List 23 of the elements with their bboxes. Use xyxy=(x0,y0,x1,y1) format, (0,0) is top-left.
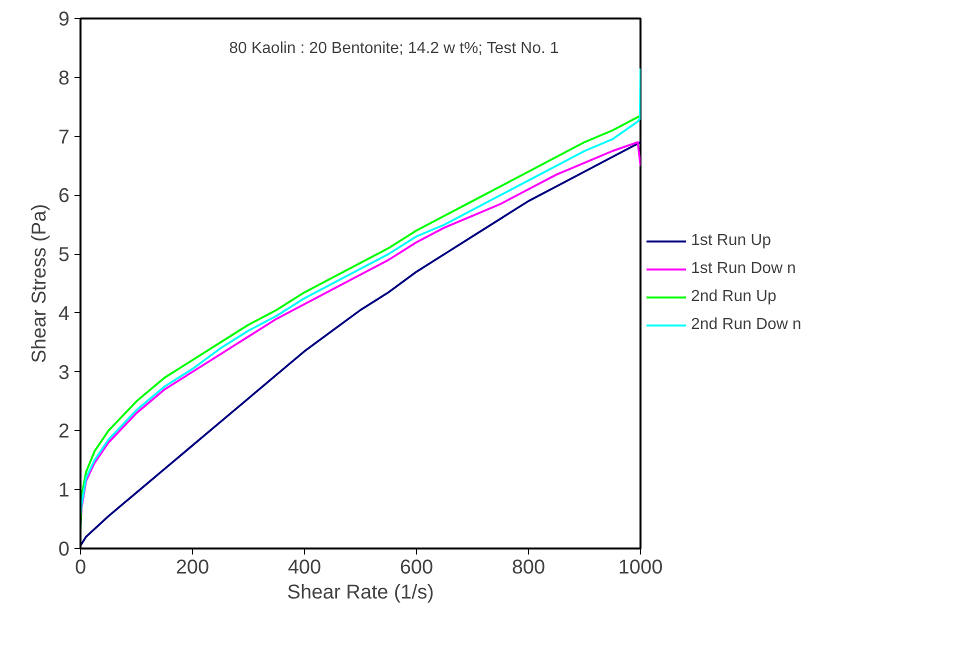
y-tick-label: 3 xyxy=(58,362,70,384)
y-tick-label: 5 xyxy=(58,244,70,266)
y-tick-label: 8 xyxy=(58,67,70,90)
y-tick-label: 9 xyxy=(58,8,70,30)
legend-label: 1st Run Up xyxy=(691,232,772,250)
y-axis-title: Shear Stress (Pa) xyxy=(28,204,50,363)
x-tick-label: 800 xyxy=(512,556,546,578)
y-tick-label: 7 xyxy=(58,126,70,148)
x-tick-label: 0 xyxy=(74,556,86,578)
y-tick-label: 0 xyxy=(58,538,70,560)
x-axis-title: Shear Rate (1/s) xyxy=(287,582,434,604)
y-tick-label: 1 xyxy=(58,480,70,502)
x-tick-label: 600 xyxy=(400,556,434,578)
legend-label: 2nd Run Dow n xyxy=(691,316,802,334)
y-tick-label: 4 xyxy=(58,302,70,325)
legend-label: 1st Run Dow n xyxy=(691,260,796,278)
x-tick-label: 200 xyxy=(176,556,210,578)
annotation: 80 Kaolin : 20 Bentonite; 14.2 w t%; Test No. 1 xyxy=(229,40,559,57)
x-tick-label: 400 xyxy=(288,556,322,578)
x-tick-label: 1000 xyxy=(618,556,663,578)
y-tick-label: 2 xyxy=(58,420,70,443)
legend-label: 2nd Run Up xyxy=(691,288,776,306)
y-tick-label: 6 xyxy=(58,185,70,208)
